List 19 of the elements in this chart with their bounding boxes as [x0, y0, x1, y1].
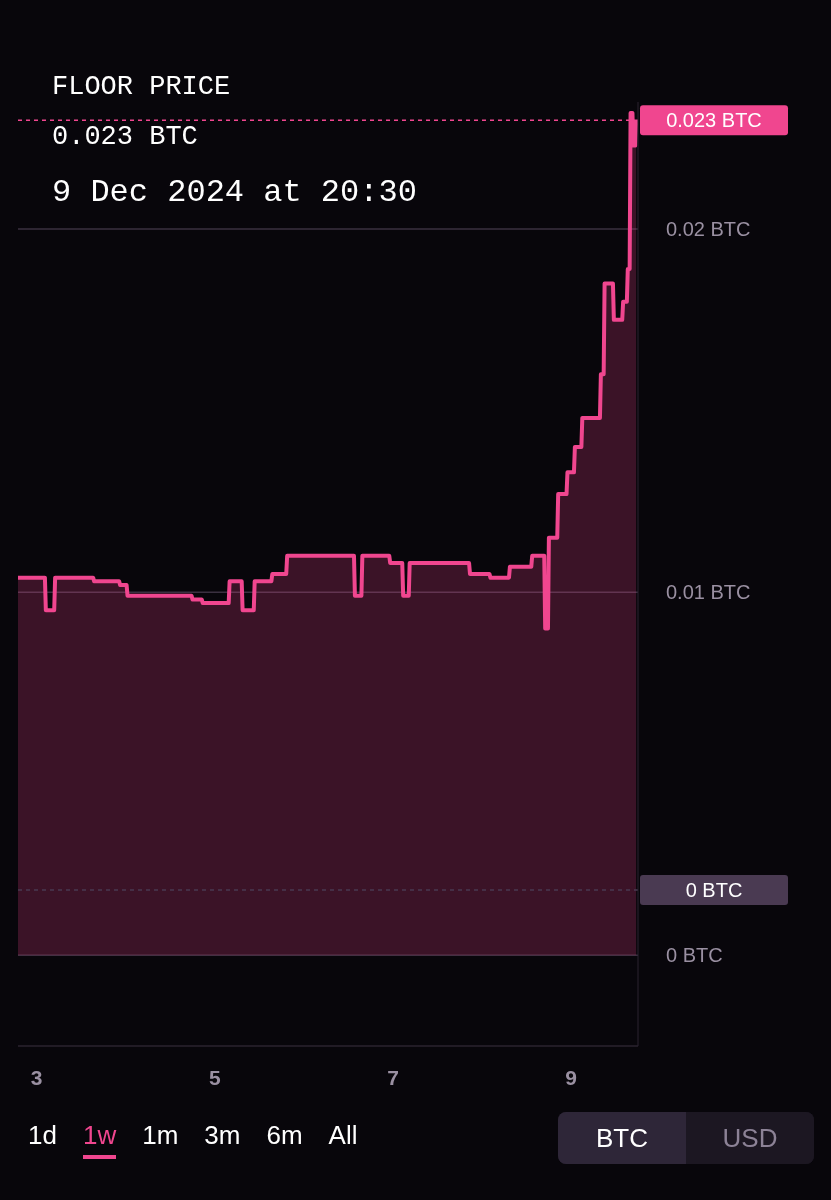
text: 1d: [28, 1120, 57, 1152]
x-tick-label: 9: [565, 1065, 578, 1089]
text: 1m: [142, 1120, 179, 1152]
text: 1w: [82, 1120, 117, 1159]
y-tick-label: 0 BTC: [666, 944, 723, 967]
text: All: [328, 1120, 358, 1152]
y-tick-label: 0.02 BTC: [666, 218, 751, 241]
y-tick-label: 0.01 BTC: [666, 581, 751, 604]
ref-line-label: 0.023 BTC: [666, 109, 762, 132]
chart-title: FLOOR PRICE: [52, 72, 231, 102]
text: 0.023 BTC: [52, 122, 198, 152]
text: 3m: [204, 1120, 241, 1152]
x-tick-label: 3: [30, 1065, 43, 1089]
text: BTC: [558, 1112, 686, 1164]
annotation: 9 Dec 2024 at 20:30: [52, 174, 417, 211]
text: USD: [686, 1112, 814, 1164]
x-tick-label: 7: [387, 1065, 399, 1089]
text: 6m: [266, 1120, 303, 1152]
x-tick-label: 5: [208, 1065, 221, 1089]
